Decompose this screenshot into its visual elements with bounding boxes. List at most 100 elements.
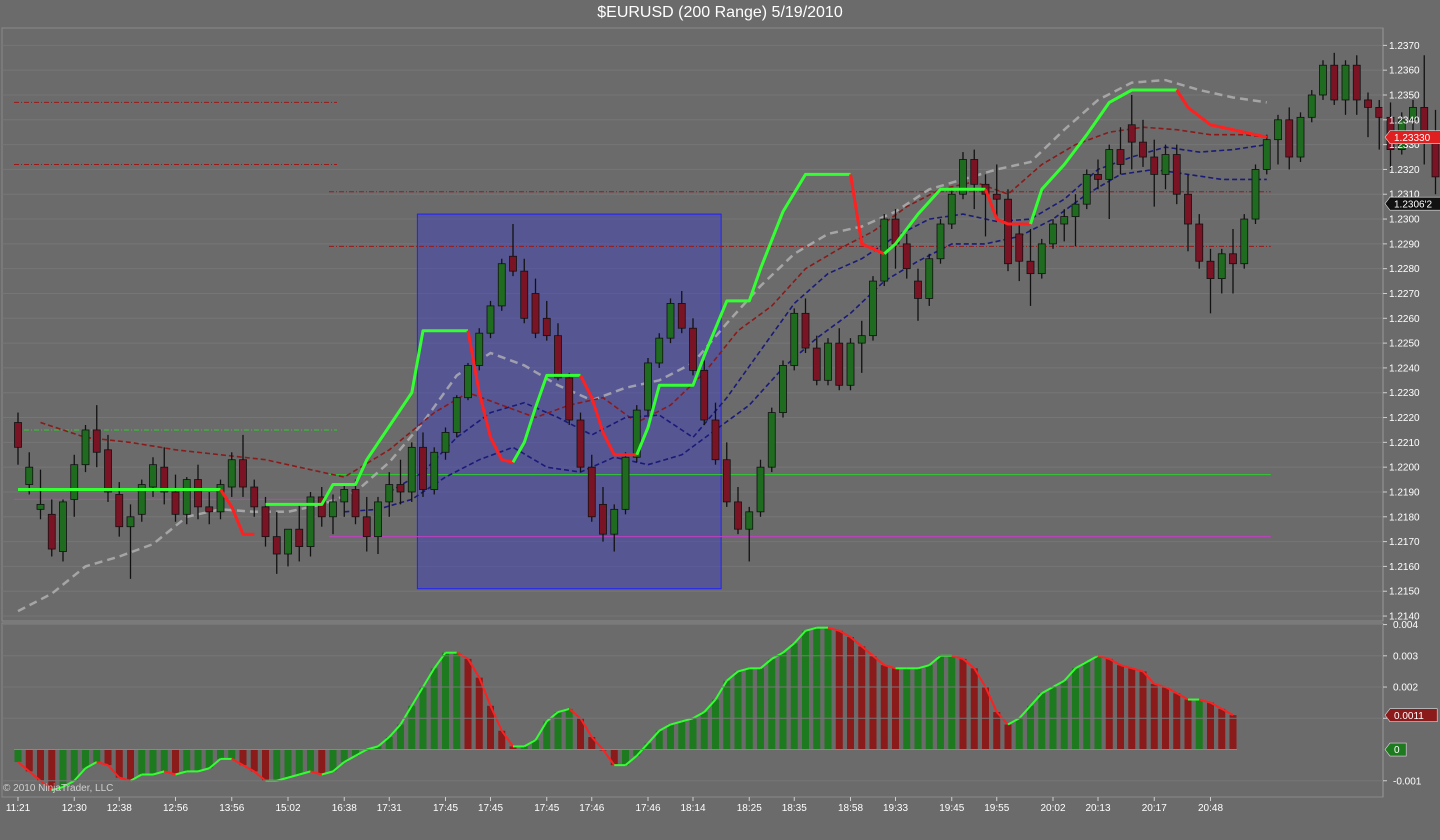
trail-up-segment <box>511 373 581 463</box>
oscillator-curve-segment <box>332 761 345 773</box>
oscillator-curve-segment <box>242 764 255 773</box>
oscillator-curve-segment <box>1198 698 1211 704</box>
oscillator-bar <box>239 749 247 766</box>
oscillator-bar <box>284 749 292 778</box>
candle <box>92 405 101 468</box>
oscillator-curve-segment <box>1029 692 1043 707</box>
oscillator-curve-segment <box>759 658 773 670</box>
oscillator-curve-segment <box>1086 654 1099 663</box>
bull-candle-body <box>70 464 79 500</box>
candle <box>722 442 731 507</box>
oscillator-bar <box>1004 724 1012 750</box>
price-tick-label: 1.2140 <box>1389 612 1420 623</box>
oscillator-curve-segment <box>1120 664 1133 670</box>
oscillator-curve-segment <box>793 630 807 644</box>
oscillator-curve-segment <box>152 770 165 776</box>
bear-candle-body <box>250 486 259 508</box>
oscillator-bar <box>1083 662 1091 750</box>
bull-candle-body <box>1049 223 1057 245</box>
oscillator-curve-segment <box>647 730 660 744</box>
oscillator-curve-segment <box>579 717 593 738</box>
bear-candle-body <box>1150 156 1159 175</box>
oscillator-bar <box>1015 718 1023 750</box>
bear-candle-body <box>1172 154 1181 195</box>
candle <box>317 487 326 527</box>
bull-candle-body <box>137 484 146 515</box>
candle <box>272 511 281 574</box>
oscillator-curve-segment <box>928 655 942 666</box>
oscillator-bar <box>93 749 101 763</box>
candle <box>1161 144 1170 190</box>
bull-candle-body <box>1037 243 1046 275</box>
oscillator-zero-badge: 0 <box>1384 742 1407 757</box>
moving-average-line <box>17 78 1267 613</box>
bull-candle-body <box>340 489 349 503</box>
oscillator-curve-segment <box>984 686 998 713</box>
oscillator-bar <box>858 646 866 750</box>
oscillator-bar <box>172 749 179 775</box>
bear-candle-body <box>1285 119 1294 158</box>
candle <box>36 469 45 520</box>
bull-candle-body <box>1240 218 1249 265</box>
marker-price-badge: 1.23330 <box>1384 130 1440 144</box>
oscillator-curve-segment <box>130 773 143 782</box>
oscillator-bar <box>295 749 303 775</box>
candle <box>227 452 236 497</box>
bear-candle-body <box>1004 198 1012 265</box>
oscillator-bar <box>914 668 922 750</box>
last-price-badge-text: 1.2306'2 <box>1394 199 1432 210</box>
bear-candle-body <box>261 506 270 538</box>
oscillator-bar <box>768 658 776 750</box>
bull-candle-body <box>441 432 450 453</box>
price-tick-label: 1.2270 <box>1389 289 1420 300</box>
bear-candle-body <box>992 193 1001 200</box>
time-tick-label: 16:38 <box>332 803 357 814</box>
bear-candle-body <box>351 489 360 518</box>
oscillator-curve-segment <box>624 754 638 766</box>
oscillator-bar <box>352 749 359 756</box>
price-tick-label: 1.2260 <box>1389 314 1420 325</box>
oscillator-curve-segment <box>377 736 390 748</box>
candle <box>1082 169 1091 210</box>
candle <box>1330 52 1339 105</box>
trail-up-segment <box>1029 88 1177 225</box>
oscillator-curve-segment <box>658 723 671 732</box>
bear-candle-body <box>1330 64 1339 101</box>
price-tick-label: 1.2160 <box>1389 562 1420 573</box>
bull-candle-body <box>36 503 45 510</box>
candle <box>902 233 911 279</box>
oscillator-curve-segment <box>39 779 53 791</box>
oscillator-value-badge-text: 0.0011 <box>1394 711 1424 722</box>
bear-candle-body <box>677 303 686 329</box>
time-tick-label: 17:46 <box>635 803 660 814</box>
candle <box>565 372 574 425</box>
oscillator-bar <box>824 627 832 750</box>
candle <box>869 276 877 341</box>
candle <box>362 496 371 552</box>
oscillator-tick-label: 0.002 <box>1393 683 1418 694</box>
bear-candle-body <box>1352 64 1361 101</box>
oscillator-bar <box>993 712 1001 750</box>
oscillator-curve-segment <box>726 670 739 682</box>
bull-candle-body <box>1105 149 1114 180</box>
candle <box>1240 214 1249 269</box>
trail-down-segment <box>579 374 637 457</box>
price-tick-label: 1.2190 <box>1389 487 1420 498</box>
bear-candle-body <box>104 449 112 493</box>
oscillator-curve-segment <box>399 705 413 726</box>
bull-candle-body <box>1296 116 1305 158</box>
bull-candle-body <box>486 305 495 334</box>
price-tick-label: 1.2330 <box>1389 140 1420 151</box>
oscillator-curve-segment <box>287 773 300 779</box>
oscillator-bar <box>790 643 798 750</box>
oscillator-bar <box>937 655 944 750</box>
oscillator-bar <box>1105 658 1113 750</box>
oscillator-bar <box>1195 699 1203 750</box>
trail-up-segment <box>635 172 851 456</box>
oscillator-bar <box>115 749 123 778</box>
candlesticks <box>14 52 1440 579</box>
oscillator-curve-segment <box>737 667 750 673</box>
time-tick-label: 12:56 <box>163 803 188 814</box>
candle <box>700 360 709 425</box>
